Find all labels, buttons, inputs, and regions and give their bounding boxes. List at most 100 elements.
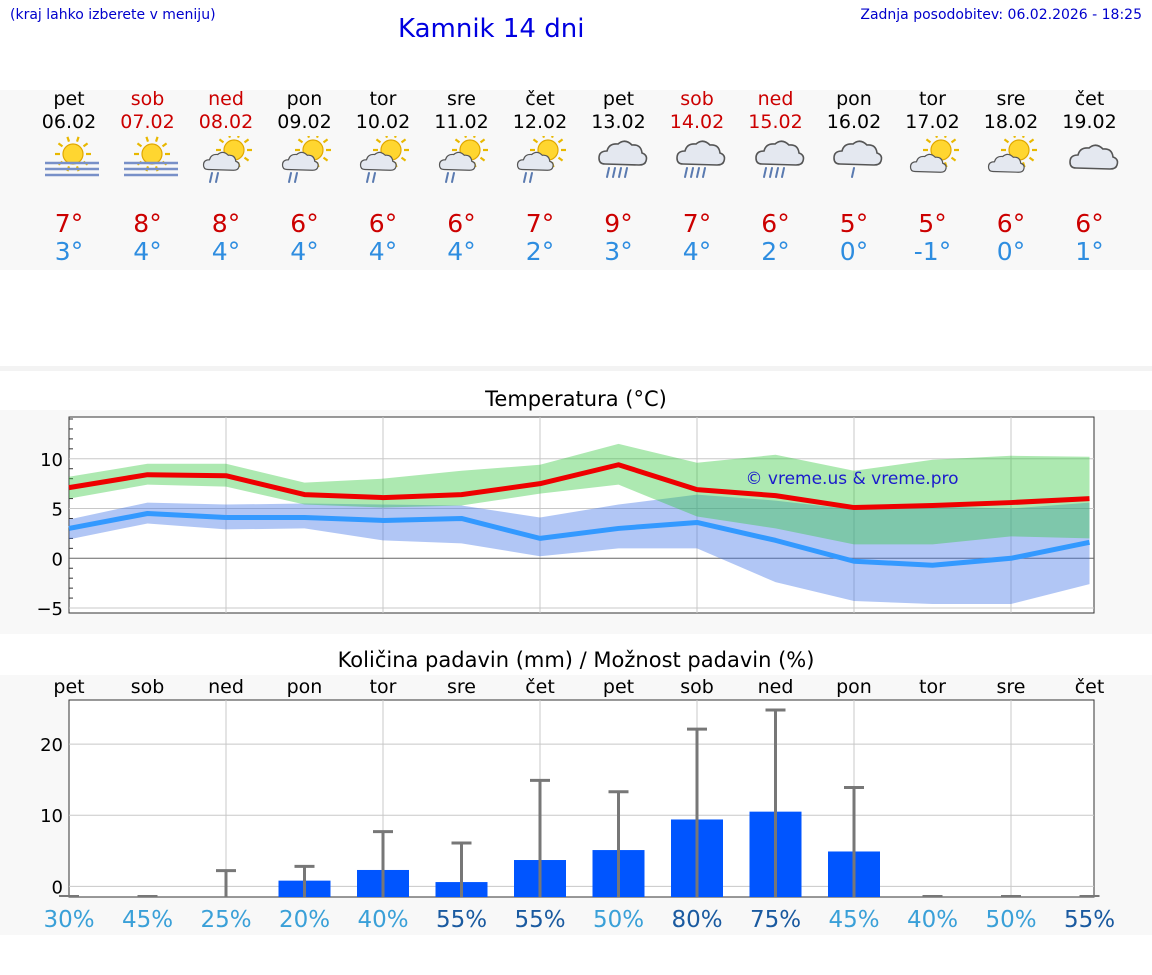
precip-probability: 50% [985,907,1036,933]
y-tick-label: 5 [52,500,63,521]
day-column: sob 07.02 8° 4° [108,88,188,266]
day-name: ned [757,88,794,110]
x-tick-label: sob [680,676,714,698]
x-tick-label: sre [997,676,1026,698]
temp-max: 6° [447,209,476,238]
temp-min: 4° [682,237,712,266]
sun-cloud-rain-icon [202,136,252,183]
precip-probability: 40% [357,907,408,933]
cloud-heavy-rain-icon [676,140,726,178]
cloud-heavy-rain-icon [754,140,804,178]
day-date: 08.02 [198,111,254,133]
precip-probability: 30% [43,907,94,933]
temp-min: 4° [290,237,319,266]
day-date: 14.02 [669,111,725,133]
precip-probability: 80% [671,907,722,933]
day-name: sob [130,88,165,110]
plot-area [68,699,1095,898]
temp-max: 6° [761,209,790,238]
x-tick-label: tor [370,676,397,698]
temp-min: 4° [133,237,162,266]
temp-min: 1° [1075,237,1104,266]
sun-cloud-rain-icon [281,136,331,183]
precip-probability: 55% [1064,907,1115,933]
precip-probability: 45% [828,907,879,933]
day-date: 17.02 [905,111,960,133]
x-tick-label: čet [1075,676,1105,698]
day-date: 16.02 [826,111,882,133]
precip-probability: 75% [750,907,801,933]
temp-max: 6° [1075,209,1104,238]
day-date: 19.02 [1062,111,1117,133]
y-tick-label: 10 [40,806,63,827]
page-title: Kamnik 14 dni [398,14,585,44]
daily-forecast-band [0,90,1152,270]
day-name: pet [602,88,635,110]
temp-min: 0° [839,237,869,266]
day-date: 11.02 [434,111,489,133]
sun-fog-icon [45,136,99,177]
location-menu-hint[interactable]: (kraj lahko izberete v meniju) [10,7,216,23]
y-tick-label: −5 [36,599,63,620]
x-tick-label: čet [525,676,555,698]
y-tick-label: 0 [52,549,63,570]
temp-min: 4° [211,237,241,266]
day-name: čet [1074,88,1105,110]
day-column: ned 08.02 8° 4° [186,88,266,266]
temp-max: 6° [368,209,398,238]
temp-min: 0° [996,237,1026,266]
day-name: sob [680,88,714,110]
day-column: pon 16.02 5° 0° [814,88,894,266]
temp-min: -1° [913,237,952,266]
x-tick-label: sob [131,676,165,698]
x-tick-label: pet [603,676,634,698]
y-tick-label: 20 [40,735,63,756]
temp-min: 2° [525,237,555,266]
x-tick-label: pet [53,676,84,698]
sun-cloud-rain-icon [516,136,566,183]
precip-probability: 25% [200,907,251,933]
day-column: sob 14.02 7° 4° [657,88,737,266]
day-column: pet 13.02 9° 3° [579,88,659,266]
temp-max: 8° [211,209,241,238]
day-column: tor 17.02 5° -1° [893,88,973,266]
temp-min: 3° [54,237,84,266]
day-name: sre [447,88,476,110]
temp-max: 5° [839,209,869,238]
y-tick-label: 10 [40,450,63,471]
temp-min: 3° [604,237,633,266]
watermark: © vreme.us & vreme.pro [745,469,958,489]
min-temp-line [68,511,1090,568]
x-tick-label: pon [287,676,323,698]
x-tick-label: pon [836,676,872,698]
day-name: tor [369,88,397,110]
day-date: 09.02 [277,111,332,133]
sun-cloud-rain-icon [359,136,409,183]
temp-max: 7° [682,209,712,238]
sun-cloud-icon [909,136,959,173]
temp-max: 8° [133,209,162,238]
day-column: ned 15.02 6° 2° [736,88,816,266]
day-date: 15.02 [748,111,803,133]
day-column: sre 11.02 6° 4° [422,88,502,266]
day-name: pet [53,88,85,110]
day-name: ned [208,88,244,110]
day-date: 12.02 [512,111,568,133]
sun-fog-icon [123,136,178,177]
sun-cloud-rain-icon [438,136,488,183]
cloud-icon [1068,144,1118,170]
day-column: čet 12.02 7° 2° [500,88,580,266]
precip-chart-title: Količina padavin (mm) / Možnost padavin … [337,648,815,672]
day-column: tor 10.02 6° 4° [343,88,423,266]
temp-max: 5° [918,209,947,238]
min-range-band [69,494,1090,605]
divider [0,366,1152,371]
day-column: čet 19.02 6° 1° [1050,88,1130,266]
max-range-band [69,443,1090,545]
sun-cloud-icon [987,136,1037,173]
day-column: pon 09.02 6° 4° [265,88,345,266]
day-date: 18.02 [983,111,1039,133]
precipitation-chart: 0 10 20 pet sob ned pon tor sre čet pet sob ned pon to… [40,676,1115,933]
x-tick-label: ned [208,676,244,698]
temperature-chart-title: Temperatura (°C) [485,387,667,411]
